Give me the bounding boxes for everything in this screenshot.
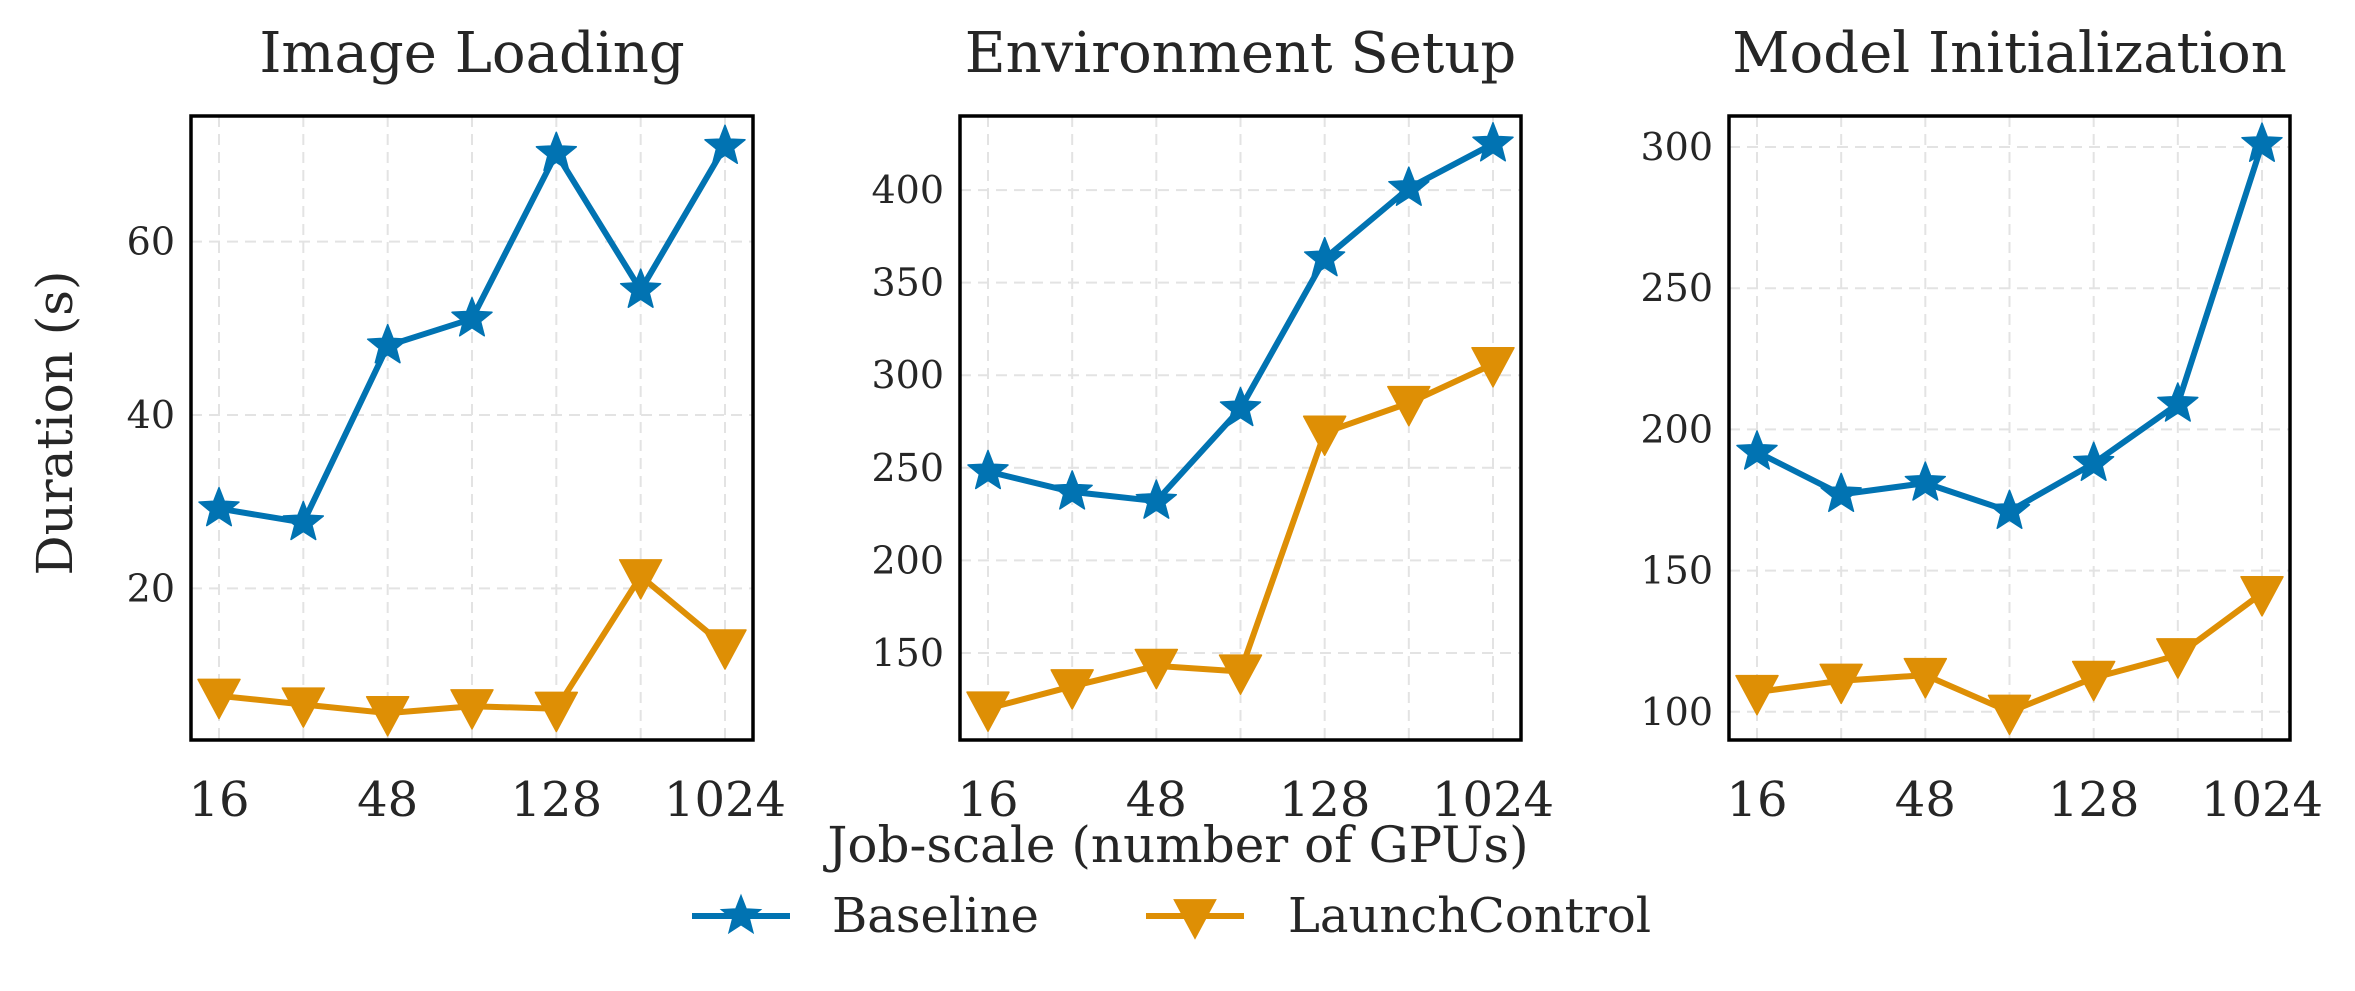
data-point-launchcontrol — [1134, 648, 1179, 690]
legend-label-baseline: Baseline — [832, 888, 1039, 944]
y-tick-label: 40 — [127, 393, 175, 437]
legend-baseline-marker — [719, 893, 763, 935]
y-tick-label: 60 — [127, 220, 175, 264]
y-tick-label: 200 — [1640, 407, 1713, 451]
x-tick-label: 1024 — [664, 772, 786, 828]
data-point-baseline — [704, 124, 746, 165]
data-point-launchcontrol — [1987, 694, 2032, 736]
data-point-baseline — [2241, 122, 2283, 162]
panel-2: Environment Setup 150 200 250 300 350 400 16 48 1… — [871, 21, 1554, 828]
data-point-launchcontrol — [2071, 660, 2116, 702]
data-point-baseline — [967, 449, 1009, 490]
data-point-baseline — [1472, 122, 1514, 162]
panel-title: Model Initialization — [1732, 21, 2287, 86]
legend-entry-baseline: Baseline — [692, 888, 1039, 944]
data-point-baseline — [1988, 489, 2031, 530]
y-tick-label: 200 — [871, 538, 944, 582]
panel-title: Image Loading — [259, 21, 684, 86]
data-point-baseline — [451, 297, 493, 337]
data-point-launchcontrol — [197, 678, 241, 720]
data-point-baseline — [1219, 386, 1262, 427]
data-point-baseline — [282, 500, 325, 541]
data-point-baseline — [1736, 430, 1778, 470]
y-tick-label: 300 — [1640, 125, 1713, 169]
data-point-launchcontrol — [1735, 674, 1779, 716]
data-point-launchcontrol — [1302, 415, 1347, 457]
data-point-baseline — [619, 268, 662, 308]
y-tick-label: 250 — [1640, 266, 1713, 310]
data-point-baseline — [1051, 470, 1093, 510]
x-tick-label: 1024 — [2201, 772, 2323, 828]
plot-frame — [1727, 114, 2292, 742]
series-line-baseline — [1755, 143, 2265, 515]
panel-1: Image Loading 20 40 60 16 48 128 1024 — [127, 21, 786, 828]
y-tick-label: 20 — [127, 566, 175, 610]
data-point-launchcontrol — [1218, 654, 1263, 695]
data-point-launchcontrol — [1471, 346, 1515, 388]
data-point-baseline — [535, 131, 578, 172]
legend-label-launchcontrol: LaunchControl — [1288, 888, 1651, 944]
y-tick-label: 350 — [871, 261, 944, 305]
data-point-baseline — [1135, 479, 1178, 519]
data-point-launchcontrol — [2156, 638, 2200, 679]
data-point-launchcontrol — [1903, 657, 1948, 699]
data-point-launchcontrol — [365, 696, 410, 737]
data-point-launchcontrol — [966, 691, 1010, 732]
data-point-launchcontrol — [703, 629, 747, 670]
data-point-baseline — [198, 486, 240, 527]
data-point-launchcontrol — [534, 691, 579, 733]
data-point-launchcontrol — [618, 559, 663, 600]
data-point-baseline — [2157, 382, 2199, 422]
y-axis-label: Duration (s) — [26, 271, 84, 576]
data-point-launchcontrol — [1050, 669, 1094, 710]
data-point-launchcontrol — [281, 687, 326, 728]
legend: Baseline LaunchControl — [692, 888, 1651, 944]
x-tick-label: 1024 — [1432, 772, 1554, 828]
panel-title: Environment Setup — [965, 21, 1517, 86]
x-tick-label: 16 — [188, 772, 249, 828]
y-tick-label: 400 — [871, 168, 944, 212]
x-tick-label: 48 — [1895, 772, 1956, 828]
y-tick-label: 300 — [871, 353, 944, 397]
data-point-launchcontrol — [1819, 663, 1863, 705]
x-tick-label: 128 — [511, 772, 603, 828]
x-tick-label: 128 — [2048, 772, 2140, 828]
plot-frame — [958, 114, 1523, 742]
data-point-baseline — [1820, 472, 1862, 513]
y-tick-label: 100 — [1640, 690, 1713, 734]
y-tick-label: 150 — [871, 631, 944, 675]
x-tick-label: 48 — [357, 772, 418, 828]
x-tick-label: 128 — [1279, 772, 1371, 828]
data-point-baseline — [1904, 461, 1947, 501]
x-tick-label: 16 — [1726, 772, 1787, 828]
legend-entry-launchcontrol: LaunchControl — [1146, 888, 1651, 944]
data-point-launchcontrol — [450, 689, 494, 730]
data-point-launchcontrol — [1387, 385, 1431, 427]
legend-launchcontrol-marker — [1173, 899, 1217, 940]
data-point-baseline — [366, 323, 409, 364]
data-point-baseline — [2072, 441, 2115, 482]
y-tick-label: 250 — [871, 446, 944, 490]
data-point-baseline — [1388, 166, 1430, 206]
data-point-baseline — [1303, 236, 1346, 277]
plot-frame — [189, 114, 755, 742]
x-tick-label: 16 — [957, 772, 1018, 828]
panel-3: Model Initialization 100 150 200 250 300 16 48 1… — [1640, 21, 2323, 828]
data-point-launchcontrol — [2240, 576, 2284, 617]
x-axis-label: Job-scale (number of GPUs) — [822, 816, 1528, 874]
y-tick-label: 150 — [1640, 549, 1713, 593]
x-tick-label: 48 — [1126, 772, 1187, 828]
